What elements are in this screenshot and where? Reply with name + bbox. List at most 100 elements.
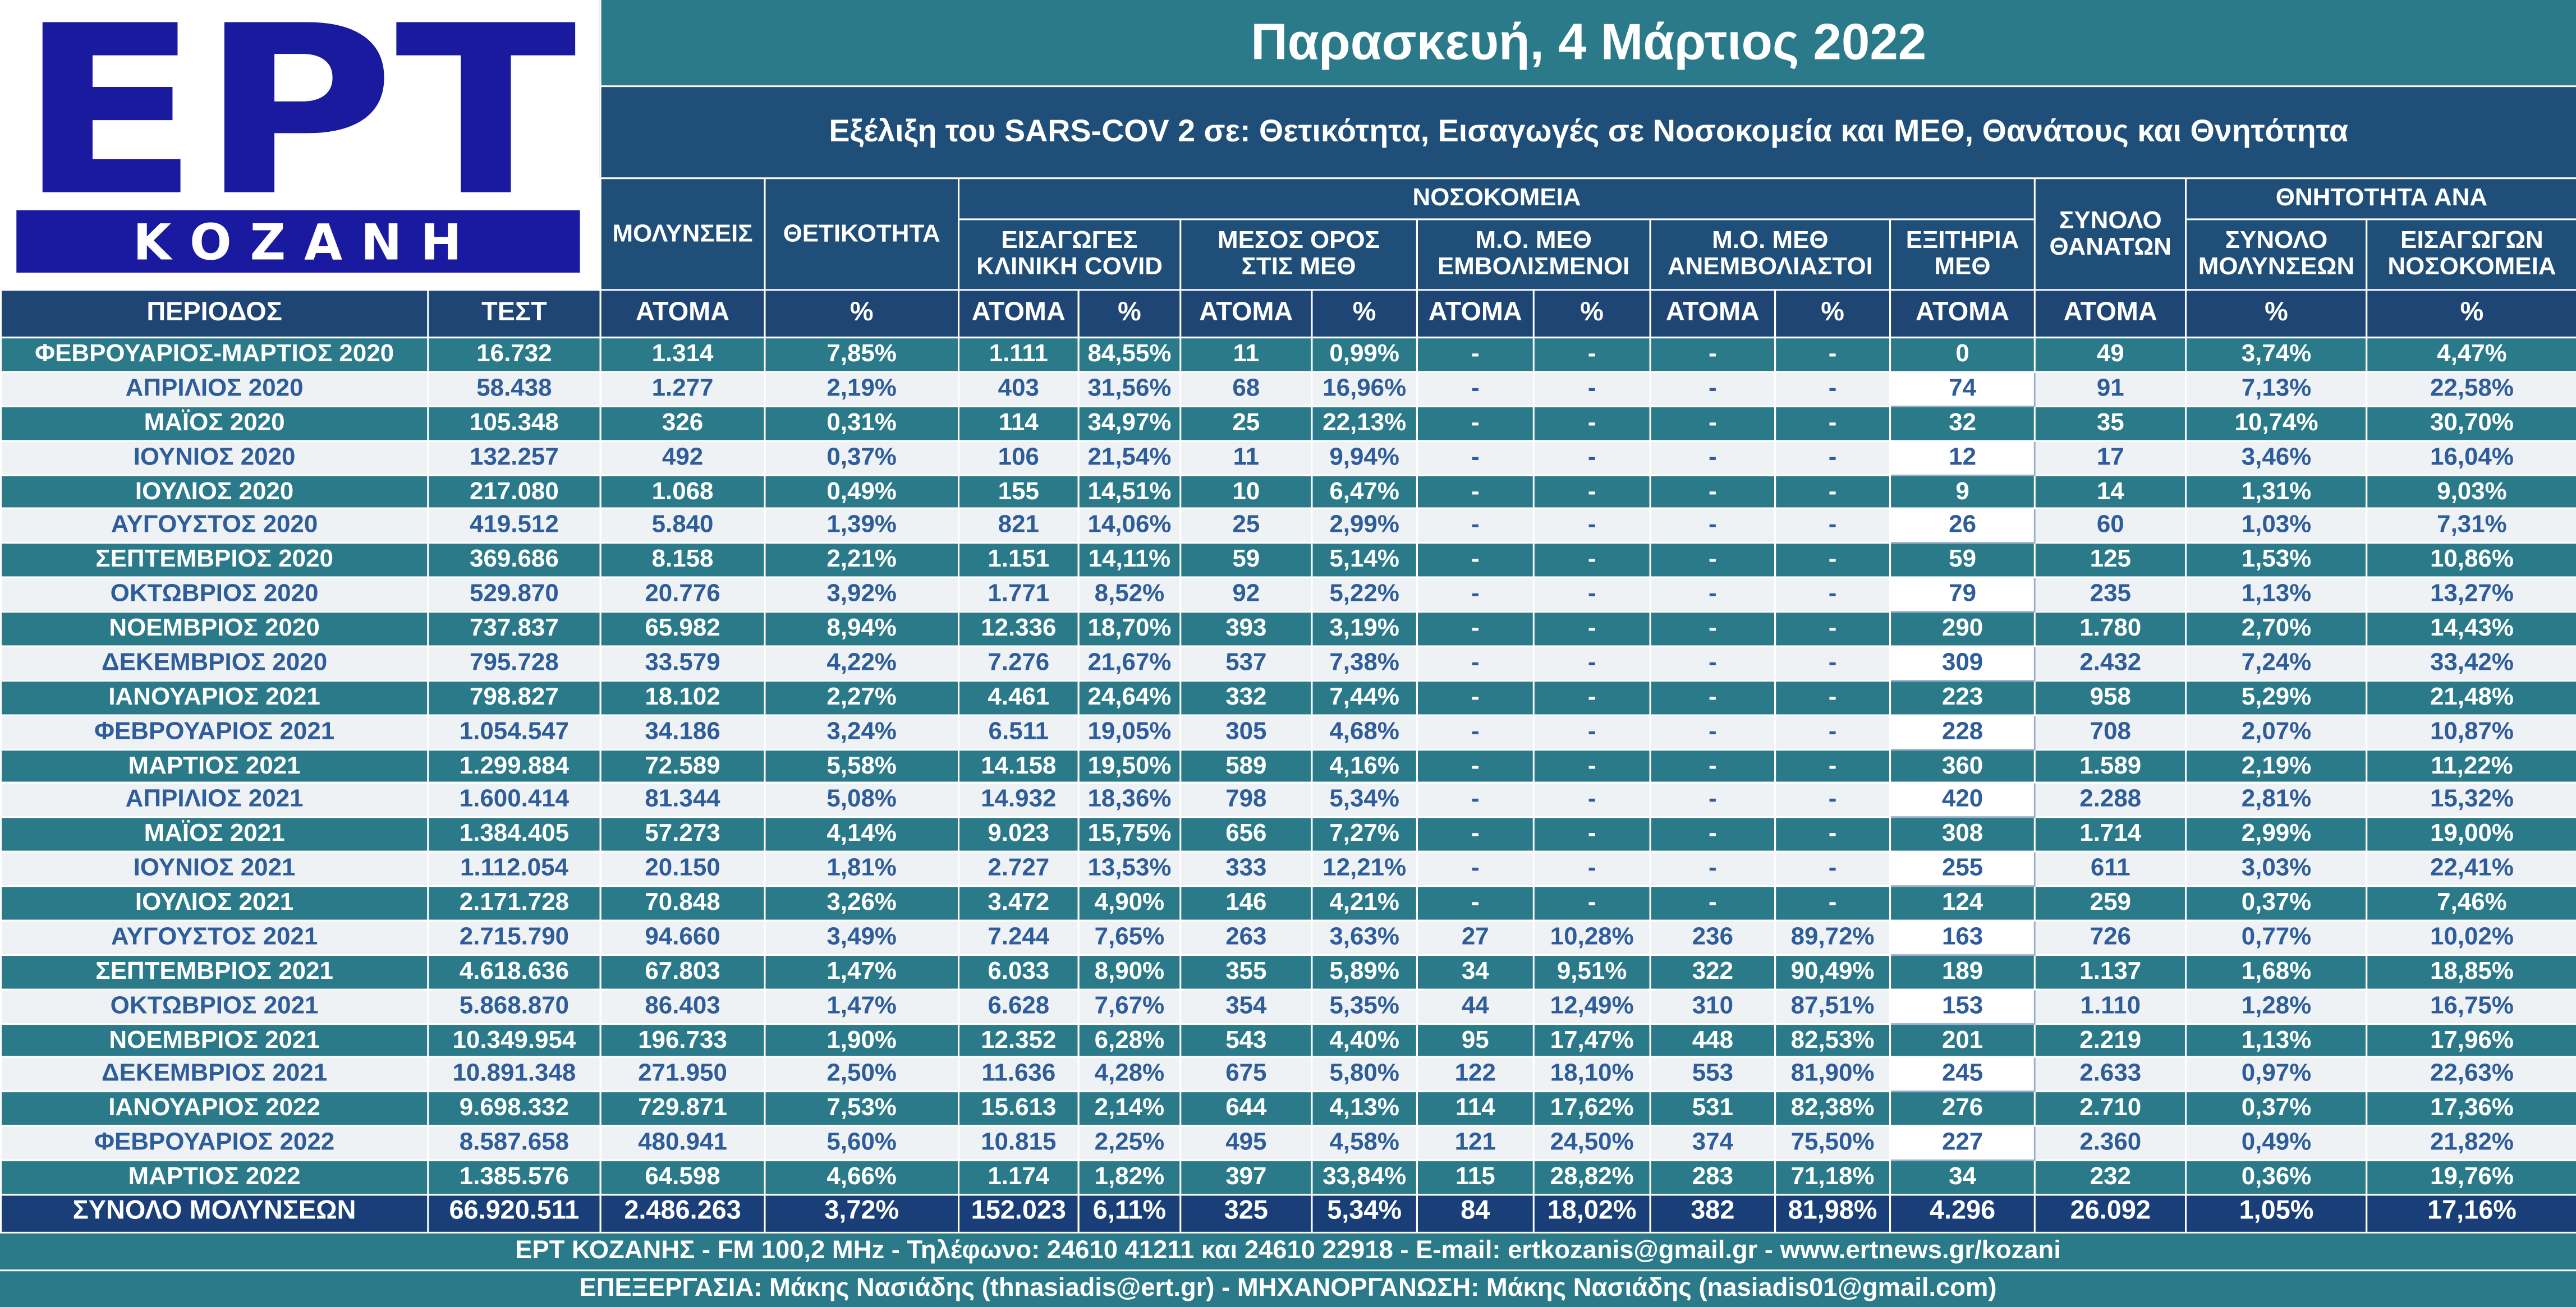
period-cell: ΜΑΡΤΙΟΣ 2022 — [0, 1159, 429, 1196]
data-cell: 10,02% — [2366, 919, 2576, 956]
data-cell: 30,70% — [2366, 405, 2576, 441]
data-cell: 5,58% — [764, 748, 959, 784]
data-cell: 309 — [1889, 645, 2036, 682]
data-cell: 4,66% — [764, 1159, 959, 1196]
period-cell: ΙΑΝΟΥΑΡΙΟΣ 2022 — [0, 1090, 429, 1127]
data-cell: 67.803 — [599, 954, 766, 990]
data-cell: 8.587.658 — [427, 1125, 601, 1162]
data-cell: 235 — [2034, 577, 2187, 613]
data-cell: - — [1532, 679, 1651, 716]
table-row: ΜΑΪΟΣ 2021 1.384.405 57.273 4,14% 9.023 15,75… — [0, 816, 2576, 853]
data-cell: 537 — [1179, 645, 1313, 682]
data-cell: 9.023 — [957, 816, 1080, 853]
data-cell: 24,50% — [1532, 1125, 1651, 1162]
data-cell: - — [1416, 577, 1535, 613]
column-header: ΤΕΣΤ — [427, 289, 601, 339]
header-cell: ΕΙΣΑΓΩΓΩΝ ΝΟΣΟΚΟΜΕΙΑ — [2366, 218, 2576, 291]
data-cell: 87,51% — [1774, 988, 1891, 1024]
data-cell: 8,90% — [1077, 954, 1182, 990]
data-cell: 15,32% — [2366, 782, 2576, 818]
data-cell: 1,03% — [2185, 508, 2368, 544]
data-cell: 17 — [2034, 439, 2187, 476]
data-cell: 3,92% — [764, 577, 959, 613]
data-cell: 115 — [1416, 1159, 1535, 1196]
data-cell: 2,99% — [1311, 508, 1418, 544]
data-cell: 1,53% — [2185, 542, 2368, 578]
data-cell: 14.158 — [957, 748, 1080, 784]
data-cell: 6,47% — [1311, 473, 1418, 510]
data-cell: 14,51% — [1077, 473, 1182, 510]
data-cell: 4.618.636 — [427, 954, 601, 990]
data-cell: 393 — [1179, 611, 1313, 647]
column-header: ΑΤΟΜΑ — [2034, 289, 2187, 339]
data-cell: 1.110 — [2034, 988, 2187, 1024]
data-cell: 2,14% — [1077, 1090, 1182, 1127]
table-row: ΑΥΓΟΥΣΤΟΣ 2021 2.715.790 94.660 3,49% 7.244 7… — [0, 919, 2576, 956]
total-cell: 152.023 — [957, 1194, 1080, 1234]
data-cell: 2.710 — [2034, 1090, 2187, 1127]
data-cell: 19,76% — [2366, 1159, 2576, 1196]
data-cell: 1,82% — [1077, 1159, 1182, 1196]
data-cell: 17,62% — [1532, 1090, 1651, 1127]
data-cell: 9,03% — [2366, 473, 2576, 510]
data-cell: 1.054.547 — [427, 714, 601, 750]
data-cell: 10,87% — [2366, 714, 2576, 750]
data-cell: - — [1416, 337, 1535, 373]
period-cell: ΑΠΡΙΛΙΟΣ 2021 — [0, 782, 429, 818]
data-cell: 196.733 — [599, 1022, 766, 1059]
data-cell: 4,90% — [1077, 885, 1182, 922]
data-cell: 5,89% — [1311, 954, 1418, 990]
data-cell: 232 — [2034, 1159, 2187, 1196]
period-cell: ΦΕΒΡΟΥΑΡΙΟΣ 2021 — [0, 714, 429, 750]
table-row: ΙΑΝΟΥΑΡΙΟΣ 2022 9.698.332 729.871 7,53% 15.6… — [0, 1090, 2576, 1127]
data-cell: 34 — [1416, 954, 1535, 990]
header-cell: ΕΞΙΤΗΡΙΑ ΜΕΘ — [1889, 218, 2036, 291]
data-cell: 11 — [1179, 337, 1313, 373]
data-cell: 10.891.348 — [427, 1056, 601, 1093]
header-text: ΕΞΙΤΗΡΙΑ — [1905, 227, 2019, 255]
data-cell: 81.344 — [599, 782, 766, 818]
data-cell: - — [1532, 405, 1651, 441]
data-cell: 322 — [1649, 954, 1776, 990]
data-cell: 7,53% — [764, 1090, 959, 1127]
data-cell: 255 — [1889, 851, 2036, 887]
data-cell: 24,64% — [1077, 679, 1182, 716]
header-cell: ΕΙΣΑΓΩΓΕΣ ΚΛΙΝΙΚΗ COVID — [957, 218, 1182, 291]
data-cell: 17,47% — [1532, 1022, 1651, 1059]
data-cell: 84,55% — [1077, 337, 1182, 373]
data-cell: 798.827 — [427, 679, 601, 716]
table-row: ΜΑΡΤΙΟΣ 2021 1.299.884 72.589 5,58% 14.158 19… — [0, 748, 2576, 784]
data-cell: - — [1416, 645, 1535, 682]
data-cell: - — [1649, 542, 1776, 578]
footer-line: ΕΠΕΞΕΡΓΑΣΙΑ: Μάκης Νασιάδης (thnasiadis@… — [0, 1269, 2576, 1307]
data-cell: 726 — [2034, 919, 2187, 956]
data-cell: 276 — [1889, 1090, 2036, 1127]
data-cell: 13,27% — [2366, 577, 2576, 613]
data-cell: 1.589 — [2034, 748, 2187, 784]
data-cell: 543 — [1179, 1022, 1313, 1059]
data-cell: 16.732 — [427, 337, 601, 373]
header-text: ΜΟΛΥΝΣΕΙΣ — [612, 219, 753, 248]
data-cell: - — [1532, 885, 1651, 922]
data-cell: 290 — [1889, 611, 2036, 647]
data-cell: - — [1532, 611, 1651, 647]
header-text: ΜΕΘ — [1934, 252, 1991, 281]
data-cell: 21,48% — [2366, 679, 2576, 716]
header-cell: ΘΝΗΤΟΤΗΤΑ ΑΝΑ — [2185, 177, 2576, 220]
data-cell: 34.186 — [599, 714, 766, 750]
data-cell: 5,22% — [1311, 577, 1418, 613]
data-cell: 10,28% — [1532, 919, 1651, 956]
data-cell: 25 — [1179, 508, 1313, 544]
data-cell: 2,21% — [764, 542, 959, 578]
data-cell: 7,65% — [1077, 919, 1182, 956]
period-cell: ΑΥΓΟΥΣΤΟΣ 2021 — [0, 919, 429, 956]
footer-line: ΕΡΤ ΚΟΖΑΝΗΣ - FM 100,2 MHz - Τηλέφωνο: 2… — [0, 1231, 2576, 1270]
table-row: ΔΕΚΕΜΒΡΙΟΣ 2021 10.891.348 271.950 2,50% 11.… — [0, 1056, 2576, 1093]
data-cell: 201 — [1889, 1022, 2036, 1059]
data-cell: 22,41% — [2366, 851, 2576, 887]
table-row: ΝΟΕΜΒΡΙΟΣ 2021 10.349.954 196.733 1,90% 12.3… — [0, 1022, 2576, 1059]
header-cell: ΜΕΣΟΣ ΟΡΟΣ ΣΤΙΣ ΜΕΘ — [1179, 218, 1418, 291]
data-cell: - — [1774, 473, 1891, 510]
data-cell: 22,63% — [2366, 1056, 2576, 1093]
total-cell: 1,05% — [2185, 1194, 2368, 1234]
